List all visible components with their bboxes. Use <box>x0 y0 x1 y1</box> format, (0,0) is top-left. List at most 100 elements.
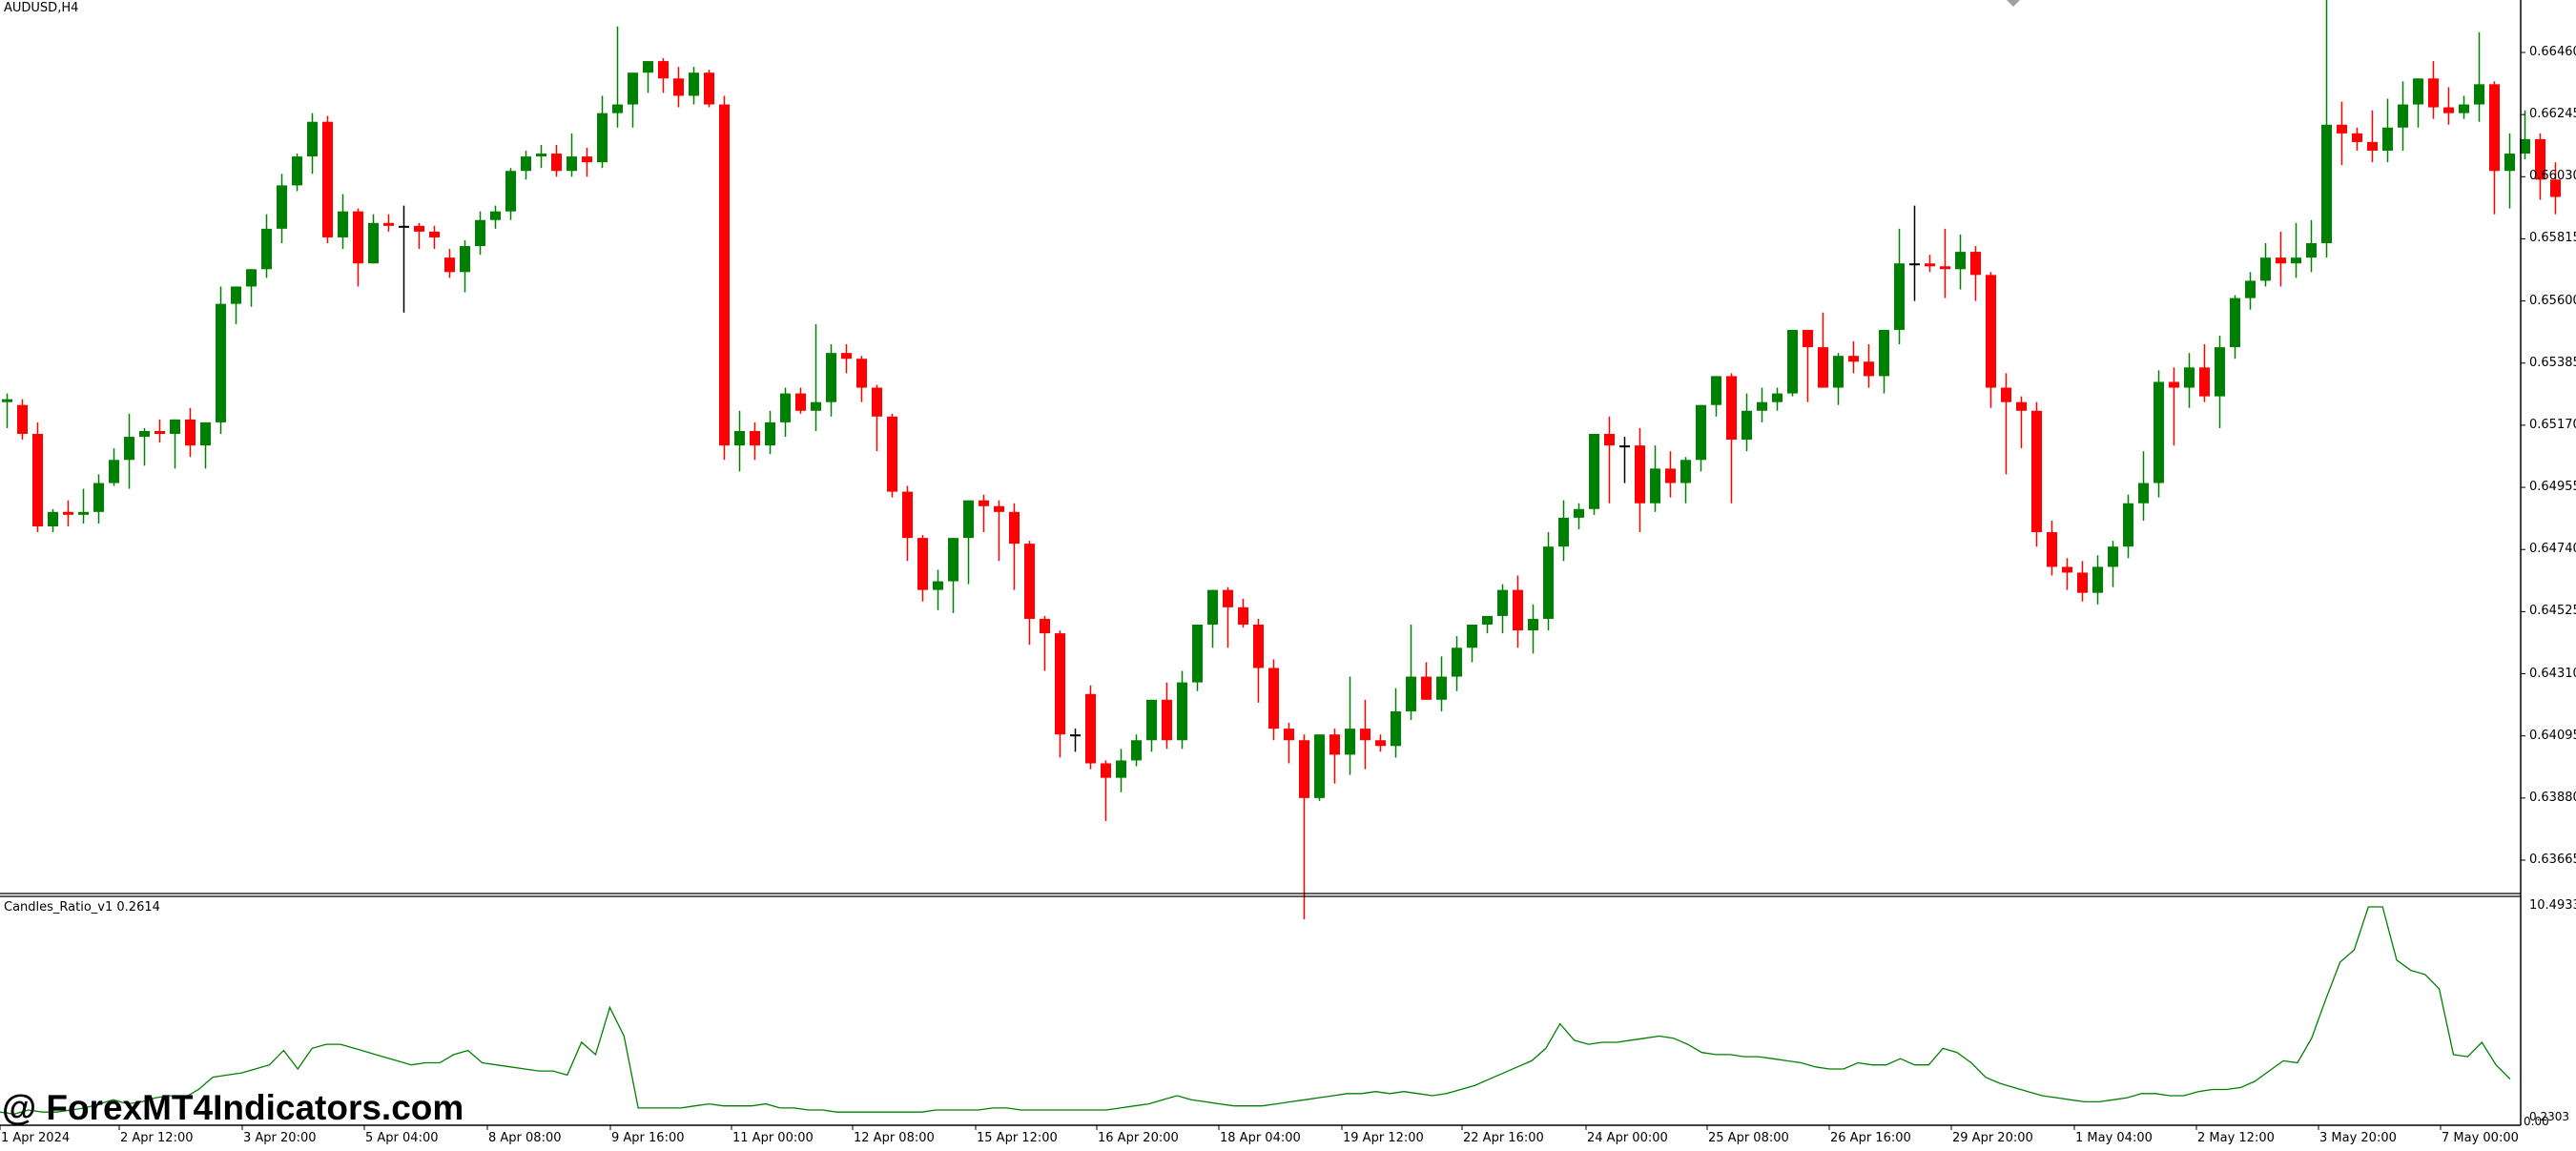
candle <box>2276 231 2286 287</box>
candle <box>734 410 745 472</box>
candle <box>353 208 363 287</box>
candle <box>2215 335 2225 428</box>
candle <box>1665 451 1676 498</box>
candle <box>1680 457 1691 504</box>
time-label: 9 Apr 16:00 <box>611 1131 685 1145</box>
candle <box>1482 615 1493 634</box>
candle <box>887 413 897 498</box>
candle <box>1543 532 1554 631</box>
candle <box>704 70 714 108</box>
price-label: 0.64955 <box>2529 480 2576 495</box>
candle <box>246 269 257 307</box>
candle <box>2291 222 2301 278</box>
indicator-min-label: 0.2303 <box>2529 1110 2569 1123</box>
candle <box>2504 133 2515 209</box>
candle <box>32 421 43 533</box>
price-label: 0.64525 <box>2529 604 2576 619</box>
time-label: 15 Apr 12:00 <box>977 1131 1058 1145</box>
candle <box>63 500 73 526</box>
chart-shift-marker-icon[interactable] <box>2007 0 2020 7</box>
candle <box>1787 329 1798 397</box>
candle <box>1375 734 1386 752</box>
candle <box>1635 427 1645 533</box>
candle <box>48 508 58 533</box>
time-label: 16 Apr 20:00 <box>1098 1131 1179 1145</box>
candle <box>170 419 180 469</box>
candle <box>2092 555 2103 605</box>
candle <box>2535 133 2545 200</box>
candle <box>1055 630 1065 758</box>
candle <box>2016 396 2027 449</box>
candle <box>841 344 852 374</box>
candle <box>2047 520 2057 576</box>
price-label: 0.66030 <box>2529 169 2576 184</box>
candle <box>2520 110 2530 160</box>
candle <box>1619 437 1630 483</box>
candle <box>1925 255 1935 273</box>
candle <box>765 410 775 455</box>
candle <box>139 427 150 466</box>
candle <box>1436 656 1447 711</box>
time-label: 19 Apr 12:00 <box>1343 1131 1424 1145</box>
candle <box>597 95 608 169</box>
price-label: 0.63665 <box>2529 853 2576 867</box>
candle <box>1085 685 1096 770</box>
candle <box>2428 61 2439 119</box>
candle <box>1207 589 1218 648</box>
candle <box>1650 445 1660 512</box>
candle <box>1955 234 1966 290</box>
candle <box>856 356 867 402</box>
candle <box>1803 329 1813 402</box>
time-label: 3 Apr 20:00 <box>243 1131 317 1145</box>
candle <box>2443 87 2454 125</box>
candle <box>1940 228 1950 298</box>
candle <box>1421 662 1432 700</box>
time-label: 25 Apr 08:00 <box>1708 1131 1789 1145</box>
candle <box>1177 670 1187 750</box>
candle <box>1757 387 1767 422</box>
candle <box>2230 295 2240 360</box>
candle <box>1162 682 1172 750</box>
candle <box>1558 500 1569 562</box>
candle <box>2154 370 2164 498</box>
time-label: 22 Apr 16:00 <box>1463 1131 1544 1145</box>
candle <box>2169 367 2179 446</box>
time-label: 1 Apr 2024 <box>1 1131 71 1145</box>
candle <box>1009 503 1020 590</box>
candle <box>1146 699 1157 752</box>
symbol-title: AUDUSD,H4 <box>4 1 79 15</box>
candle <box>1848 341 1859 374</box>
candle <box>826 344 836 417</box>
candle <box>17 399 28 441</box>
candle <box>536 144 546 169</box>
candle <box>2398 81 2408 152</box>
indicator-max-label: 10.4933 <box>2529 898 2576 913</box>
time-label: 29 Apr 20:00 <box>1952 1131 2033 1145</box>
candle <box>1574 503 1584 530</box>
candle <box>689 67 699 105</box>
candle <box>2413 78 2423 128</box>
candle <box>1253 618 1264 703</box>
time-label: 5 Apr 04:00 <box>365 1131 439 1145</box>
candle <box>2138 451 2149 521</box>
candle <box>1238 598 1248 628</box>
candle <box>917 535 928 602</box>
candle <box>2321 0 2332 258</box>
candle <box>1101 760 1111 822</box>
candle <box>2108 541 2118 587</box>
indicator-zero-label: 0.00 <box>2524 1115 2549 1128</box>
candle <box>1070 729 1081 752</box>
time-label: 1 May 04:00 <box>2075 1131 2153 1145</box>
candle <box>338 194 348 250</box>
candle <box>124 413 134 489</box>
candle <box>1131 734 1142 767</box>
candle <box>2474 31 2484 122</box>
candle <box>1818 312 1828 388</box>
candle <box>994 500 1004 562</box>
candle <box>658 58 669 93</box>
candle <box>1452 636 1462 691</box>
candle <box>1909 205 1920 301</box>
time-label: 2 May 12:00 <box>2197 1131 2275 1145</box>
candle <box>780 387 791 438</box>
